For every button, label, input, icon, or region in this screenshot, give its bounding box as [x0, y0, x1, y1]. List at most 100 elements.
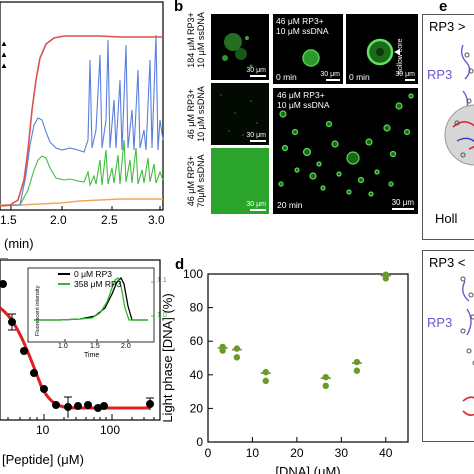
data-points — [0, 280, 154, 418]
schematic-box-bottom: RP3 < RP3 — [422, 250, 474, 442]
panel-e-letter: e — [439, 0, 448, 15]
blue-trace — [0, 34, 164, 207]
y-tick-label: 40 — [190, 368, 204, 382]
data-point — [233, 345, 241, 352]
y-tick-label: 20 — [190, 401, 204, 415]
inset-xtick: 2.0 — [121, 343, 131, 350]
scale-label: 30 μm — [395, 71, 415, 78]
panel-b-letter: b — [174, 0, 184, 15]
row-label-184: 184 μM RP3+ 10 μM ssDNA — [186, 0, 206, 80]
data-point — [262, 368, 269, 376]
x-tick: 3.0 — [148, 213, 165, 227]
panel-d-chart: 0 20 40 60 80 100 0 10 20 30 40 [DNA] (μM) Light pha… — [160, 267, 409, 474]
panel-c-xlabel: [Peptide] (μM) — [2, 452, 84, 467]
data-point-low — [219, 347, 226, 354]
time-label: 0 min — [349, 72, 370, 82]
inset-legend-0: 0 μM RP3 — [74, 269, 112, 279]
row-label-text: 46 μM RP3+ 10 μM ssDNA — [186, 86, 206, 142]
panel-a-xlabel: (min) — [4, 236, 34, 251]
row-label-text: 184 μM RP3+ 10 μM ssDNA — [186, 12, 206, 68]
time-label: 20 min — [277, 200, 303, 210]
panel-a-xticks: 1.5 2.0 2.5 3.0 — [0, 213, 170, 227]
image-header: 46 μM RP3+ 10 μM ssDNA — [277, 90, 330, 110]
schematic-drawing — [444, 44, 474, 166]
inset-xlabel: Time — [84, 352, 100, 359]
scale-label: 30 μm — [391, 198, 414, 207]
data-point-low — [353, 367, 361, 374]
panel-d-letter: d — [175, 256, 185, 273]
inset-plot — [0, 258, 155, 343]
rp3-label: RP3 — [427, 315, 453, 330]
legend-marker: ▲ — [0, 50, 8, 59]
inset-right-tick: 1.0 — [157, 312, 167, 319]
legend-marker: ▲ — [0, 61, 8, 70]
x-tick-label: 30 — [335, 446, 349, 460]
hollow-label: Holl — [435, 211, 458, 226]
plot-frame — [207, 273, 409, 443]
scale-label: 30 μm — [246, 132, 266, 139]
panel-a-chart — [0, 1, 164, 211]
scale-label: 30 μm — [246, 201, 266, 208]
schematic-drawing — [460, 276, 474, 416]
data-point-low — [322, 382, 329, 390]
scale-bar: 30 μm — [246, 67, 266, 77]
scale-label: 30 μm — [320, 71, 340, 78]
inset-right-tick: 1.1 — [157, 277, 167, 284]
micro-image-46-10: 30 μm — [211, 83, 269, 145]
scale-label: 30 μm — [246, 67, 266, 74]
y-tick-label: 60 — [190, 334, 204, 348]
inset-green-trace — [34, 277, 148, 321]
row-label-text: 46 μM RP3+ 70μM ssDNA — [186, 154, 206, 208]
panel-c-xtick: 100 — [100, 423, 121, 437]
y-tick-label: 0 — [196, 435, 203, 449]
schematic-title: RP3 > — [429, 19, 466, 34]
data-point-low — [382, 275, 389, 282]
time-label: 0 min — [276, 72, 297, 82]
image-header: 46 μM RP3+ 10 μM ssDNA — [276, 16, 329, 36]
inset-legend-1: 358 μM RP3 — [74, 279, 122, 289]
inset-ylabel: Fluorescent intensity — [35, 285, 41, 336]
x-tick-label: 0 — [205, 446, 212, 460]
data-point — [353, 358, 361, 366]
x-tick-label: 10 — [246, 446, 260, 460]
rp3-label: RP3 — [427, 67, 453, 82]
droplet-zoom-image — [366, 38, 400, 66]
data-point-low — [262, 377, 269, 385]
row-label-46-10: 46 μM RP3+ 10 μM ssDNA — [186, 82, 206, 146]
scale-bar: 30 μm — [392, 198, 414, 210]
fluorescence-image — [222, 33, 253, 68]
x-tick: 2.5 — [101, 213, 118, 227]
micro-image-0min-zoom: hollow core 0 min 30 μm — [346, 14, 418, 84]
scale-bar: 30 μm — [246, 132, 266, 142]
panel-a-legend: ▲ ▲ ▲ — [0, 38, 8, 71]
panel-c-xtick: 10 — [36, 423, 50, 437]
micro-image-184: 30 μm — [211, 14, 269, 80]
x-tick: 1.5 — [0, 213, 17, 227]
inset-xtick: 1.5 — [90, 343, 100, 350]
legend-marker: ▲ — [0, 39, 8, 48]
droplet-field-image — [278, 93, 414, 197]
fluorescence-image — [220, 94, 258, 136]
data-point-low — [233, 354, 241, 361]
x-tick: 2.0 — [50, 213, 67, 227]
x-tick-label: 20 — [290, 446, 304, 460]
red-trace — [0, 35, 163, 207]
inset-xtick: 1.0 — [58, 343, 68, 350]
droplet-image — [302, 49, 320, 67]
micro-image-46-70: 30 μm — [211, 148, 269, 214]
hollow-core-label: hollow core — [397, 38, 404, 74]
scale-bar: 30 μm — [395, 71, 415, 81]
x-tick-label: 40 — [379, 446, 393, 460]
schematic-title: RP3 < — [429, 255, 466, 270]
orange-trace — [0, 198, 163, 206]
y-axis-label: Light phase [DNA] (%) — [160, 293, 175, 422]
schematic-box-top: RP3 > RP3 Holl — [422, 14, 474, 240]
green-trace — [0, 139, 164, 207]
scale-bar: 30 μm — [246, 201, 266, 211]
x-axis-label: [DNA] (μM) — [275, 464, 340, 474]
micro-image-20min: 46 μM RP3+ 10 μM ssDNA 20 min 30 μm — [273, 88, 418, 214]
panel-c-chart — [0, 258, 161, 421]
y-tick-label: 80 — [190, 301, 204, 315]
data-point — [322, 373, 329, 381]
y-tick-label: 100 — [183, 267, 203, 281]
